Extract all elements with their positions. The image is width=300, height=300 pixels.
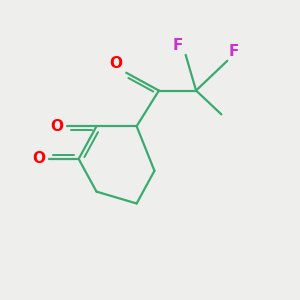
- Text: F: F: [172, 38, 183, 53]
- Text: O: O: [110, 56, 123, 71]
- Text: O: O: [50, 119, 63, 134]
- Text: O: O: [32, 152, 45, 166]
- Text: F: F: [229, 44, 239, 59]
